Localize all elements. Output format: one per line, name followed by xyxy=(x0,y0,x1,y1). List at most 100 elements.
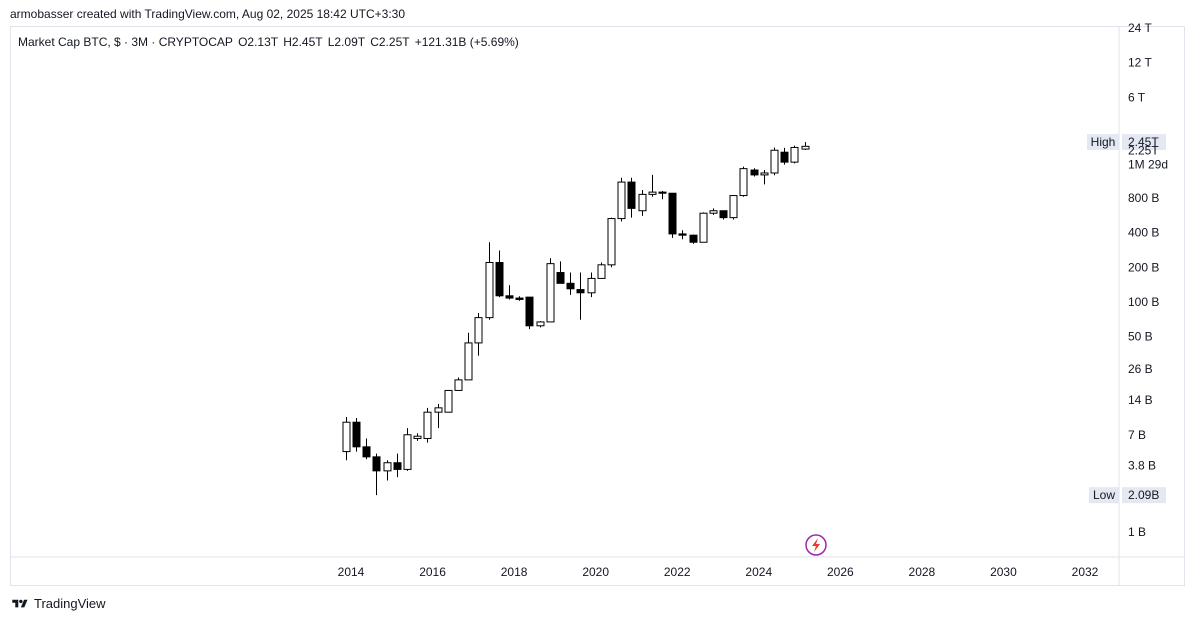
candle xyxy=(790,145,799,164)
candle-body-up xyxy=(413,435,422,439)
tradingview-logo-text: TradingView xyxy=(34,596,106,611)
candle xyxy=(495,250,504,298)
high-value-bg xyxy=(1122,134,1166,151)
candle-body-up xyxy=(444,389,453,413)
candle xyxy=(780,147,789,165)
candle-body-down xyxy=(750,169,759,176)
chart-legend: Market Cap BTC, $ · 3M · CRYPTOCAP O2.13… xyxy=(18,35,519,49)
candle-body-up xyxy=(770,149,779,174)
candle xyxy=(719,210,728,220)
candle xyxy=(515,296,524,301)
y-axis: 24 T 12 T 6 T 800 B 400 B 200 B 100 B 50 B 26 B 1… xyxy=(1128,21,1159,539)
candle xyxy=(444,389,453,413)
candle xyxy=(801,142,810,151)
y-tick-label: 800 B xyxy=(1128,191,1159,205)
tradingview-logo[interactable]: TradingView xyxy=(10,596,106,611)
y-tick-label: 26 B xyxy=(1128,362,1153,376)
candle xyxy=(454,377,463,391)
candle xyxy=(474,313,483,356)
candles-group xyxy=(342,142,810,496)
candle-body-down xyxy=(627,181,636,209)
low-label-bg xyxy=(1089,487,1119,504)
candle xyxy=(423,407,432,443)
candle-body-up xyxy=(739,168,748,197)
low-label-text: Low xyxy=(1093,488,1115,502)
y-tick-label: 200 B xyxy=(1128,260,1159,274)
low-value-text: 2.09B xyxy=(1128,488,1159,502)
candle xyxy=(403,428,412,471)
legend-symbol: Market Cap BTC, $ · 3M · CRYPTOCAP xyxy=(18,35,233,49)
candle xyxy=(362,438,371,460)
x-tick-label: 2022 xyxy=(664,565,691,579)
candle-body-up xyxy=(423,411,432,439)
candle-body-down xyxy=(525,296,534,327)
bar-countdown-text: 1M 29d xyxy=(1128,157,1168,171)
candle-body-down xyxy=(393,462,402,470)
x-tick-label: 2014 xyxy=(338,565,365,579)
candle xyxy=(689,234,698,244)
candle-body-up xyxy=(648,191,657,195)
candle xyxy=(434,403,443,429)
candle-body-down xyxy=(515,297,524,300)
candle xyxy=(546,258,555,323)
candle xyxy=(464,332,473,381)
candle-body-down xyxy=(658,191,667,194)
candle-body-up xyxy=(638,193,647,212)
y-tick-label: 1 B xyxy=(1128,525,1146,539)
candle-body-up xyxy=(801,145,810,150)
candle-body-down xyxy=(689,234,698,243)
events-marker[interactable] xyxy=(805,534,827,556)
x-tick-label: 2028 xyxy=(909,565,936,579)
candle xyxy=(525,296,534,330)
axis-dividers xyxy=(10,26,1185,586)
candle-body-up xyxy=(464,342,473,381)
candle-body-down xyxy=(576,289,585,294)
candle-body-down xyxy=(678,233,687,236)
candle-body-up xyxy=(709,210,718,214)
y-tick-label: 100 B xyxy=(1128,295,1159,309)
candle-body-up xyxy=(434,407,443,413)
high-label-bg xyxy=(1087,134,1119,151)
candle xyxy=(648,174,657,197)
y-tick-label: 12 T xyxy=(1128,56,1152,70)
candle xyxy=(566,272,575,295)
low-value-bg xyxy=(1122,487,1166,504)
candle xyxy=(383,460,392,481)
candle-body-up xyxy=(597,264,606,279)
x-tick-label: 2030 xyxy=(990,565,1017,579)
candle-body-up xyxy=(729,195,738,219)
candle xyxy=(485,242,494,320)
candle-body-up xyxy=(699,212,708,243)
candle xyxy=(709,208,718,215)
y-tick-label: 6 T xyxy=(1128,90,1146,104)
x-tick-label: 2032 xyxy=(1072,565,1099,579)
candle xyxy=(597,262,606,279)
candle xyxy=(372,453,381,496)
candle xyxy=(342,416,351,461)
candle xyxy=(607,217,616,268)
candle-body-up xyxy=(546,263,555,323)
candle-body-up xyxy=(383,462,392,472)
candle xyxy=(638,189,647,216)
legend-open: O2.13T xyxy=(238,35,278,49)
y-tick-label: 3.8 B xyxy=(1128,458,1156,472)
candle xyxy=(617,177,626,222)
x-tick-label: 2016 xyxy=(419,565,446,579)
y-tick-label: 14 B xyxy=(1128,393,1153,407)
candle-body-up xyxy=(454,379,463,391)
legend-close: C2.25T xyxy=(370,35,410,49)
candle xyxy=(760,170,769,185)
legend-change: +121.31B (+5.69%) xyxy=(414,35,519,49)
x-tick-label: 2024 xyxy=(745,565,772,579)
chart-frame[interactable] xyxy=(10,26,1185,586)
y-tick-label: 400 B xyxy=(1128,226,1159,240)
chart-credit: armobasser created with TradingView.com,… xyxy=(10,7,406,21)
candle-body-up xyxy=(536,321,545,327)
x-axis: 2014 2016 2018 2020 2022 2024 2026 2028 2030 2032 xyxy=(338,565,1099,579)
candle xyxy=(750,168,759,177)
candle-body-up xyxy=(342,421,351,453)
candle xyxy=(393,453,402,478)
candle xyxy=(699,212,708,243)
